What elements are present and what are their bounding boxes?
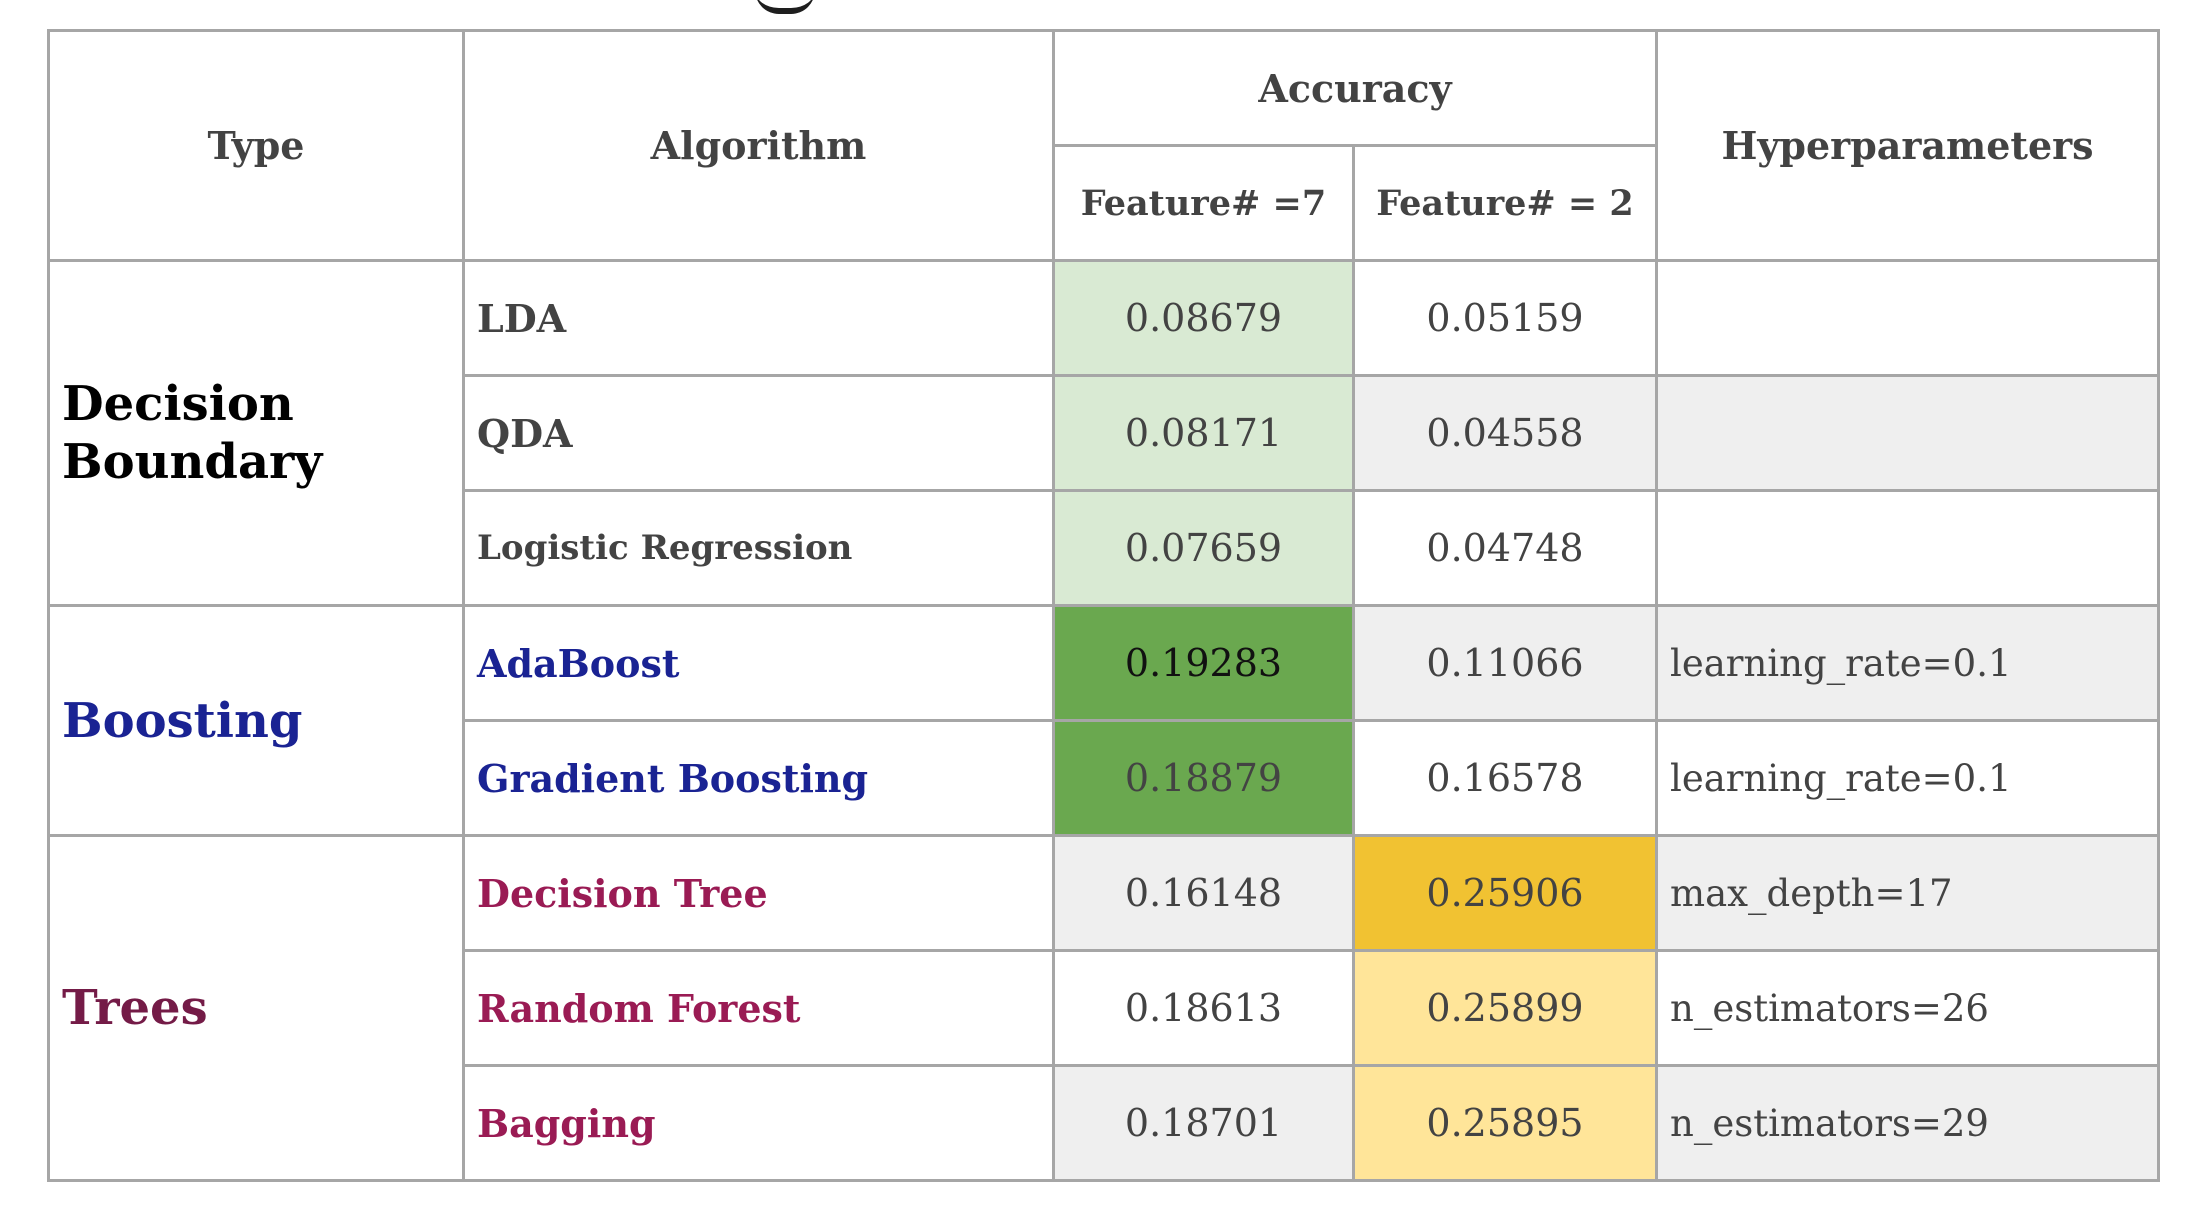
hyperparameters-cell xyxy=(1655,489,2160,607)
hyperparameters-cell: learning_rate=0.1 xyxy=(1655,604,2160,722)
accuracy-f7-cell: 0.16148 xyxy=(1052,834,1355,952)
type-decision-boundary: Decision Boundary xyxy=(47,259,465,607)
hyperparameters-cell: learning_rate=0.1 xyxy=(1655,719,2160,837)
hyperparameters-cell xyxy=(1655,374,2160,492)
accuracy-f7-cell: 0.08679 xyxy=(1052,259,1355,377)
table-row: Logistic Regression 0.07659 0.04748 xyxy=(49,489,2160,607)
type-boosting: Boosting xyxy=(47,604,465,837)
hyperparameters-cell: n_estimators=29 xyxy=(1655,1064,2160,1182)
algorithm-cell: Random Forest xyxy=(462,949,1055,1067)
header-algorithm: Algorithm xyxy=(462,29,1055,262)
header-hyperparameters: Hyperparameters xyxy=(1655,29,2160,262)
accuracy-f7-cell: 0.08171 xyxy=(1052,374,1355,492)
algorithm-cell: Logistic Regression xyxy=(462,489,1055,607)
table-row: Gradient Boosting 0.18879 0.16578 learni… xyxy=(49,719,2160,837)
accuracy-f2-cell: 0.25899 xyxy=(1352,949,1658,1067)
algorithm-cell: AdaBoost xyxy=(462,604,1055,722)
accuracy-f2-cell: 0.04748 xyxy=(1352,489,1658,607)
accuracy-f7-cell: 0.18701 xyxy=(1052,1064,1355,1182)
table-row: Boosting AdaBoost 0.19283 0.11066 learni… xyxy=(47,604,2160,837)
algorithm-cell: Gradient Boosting xyxy=(462,719,1055,837)
algorithm-cell: LDA xyxy=(462,259,1055,377)
table-row: Bagging 0.18701 0.25895 n_estimators=29 xyxy=(49,1064,2160,1182)
type-trees: Trees xyxy=(47,834,465,1182)
algorithm-cell: Decision Tree xyxy=(462,834,1055,952)
accuracy-f2-cell: 0.05159 xyxy=(1352,259,1658,377)
table-row: QDA 0.08171 0.04558 xyxy=(49,374,2160,492)
accuracy-f2-cell: 0.04558 xyxy=(1352,374,1658,492)
table-row: Random Forest 0.18613 0.25899 n_estimato… xyxy=(49,949,2160,1067)
accuracy-f7-cell: 0.19283 xyxy=(1052,604,1355,722)
hyperparameters-cell: max_depth=17 xyxy=(1655,834,2160,952)
accuracy-f7-cell: 0.18879 xyxy=(1052,719,1355,837)
header-type: Type xyxy=(47,29,465,262)
hyperparameters-cell: n_estimators=26 xyxy=(1655,949,2160,1067)
accuracy-f7-cell: 0.07659 xyxy=(1052,489,1355,607)
accuracy-f2-cell: 0.16578 xyxy=(1352,719,1658,837)
algorithm-cell: Bagging xyxy=(462,1064,1055,1182)
header-accuracy: Accuracy xyxy=(1052,29,1658,147)
results-table: Type Algorithm Accuracy Hyperparameters … xyxy=(47,29,2160,1182)
header-feature-2: Feature# = 2 xyxy=(1352,144,1658,262)
accuracy-f2-cell: 0.25906 xyxy=(1352,834,1658,952)
accuracy-f2-cell: 0.11066 xyxy=(1352,604,1658,722)
hyperparameters-cell xyxy=(1655,259,2160,377)
table-row: Decision Boundary LDA 0.08679 0.05159 xyxy=(47,259,2160,607)
table-row: Trees Decision Tree 0.16148 0.25906 max_… xyxy=(47,834,2160,1182)
accuracy-f7-cell: 0.18613 xyxy=(1052,949,1355,1067)
algorithm-cell: QDA xyxy=(462,374,1055,492)
header-feature-7: Feature# =7 xyxy=(1052,144,1355,262)
clipped-title-glyph xyxy=(755,0,815,14)
accuracy-f2-cell: 0.25895 xyxy=(1352,1064,1658,1182)
